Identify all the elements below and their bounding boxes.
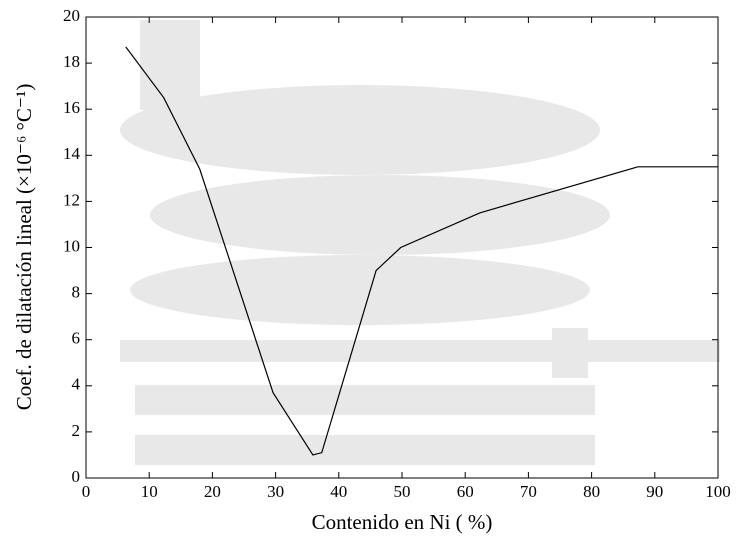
x-tick-label: 20	[204, 482, 221, 501]
x-tick-label: 40	[330, 482, 347, 501]
y-tick-label: 16	[63, 98, 80, 117]
y-tick-label: 14	[63, 144, 81, 163]
watermark-shape	[130, 255, 590, 325]
y-axis-label: Coef. de dilatación lineal (×10⁻⁶ °C⁻¹)	[12, 84, 36, 411]
x-tick-label: 10	[141, 482, 158, 501]
watermark-shape	[140, 20, 200, 110]
data-line	[125, 46, 718, 456]
y-tick-label: 10	[63, 236, 80, 255]
watermark-shape	[150, 175, 610, 255]
x-tick-label: 0	[82, 482, 91, 501]
watermark-shape	[120, 340, 720, 362]
y-tick-label: 8	[72, 283, 81, 302]
x-tick-label: 100	[705, 482, 731, 501]
watermark-shape	[135, 385, 595, 415]
x-tick-label: 60	[457, 482, 474, 501]
x-axis-label: Contenido en Ni ( %)	[312, 510, 493, 534]
watermark-shape	[135, 435, 595, 465]
x-tick-label: 70	[520, 482, 537, 501]
y-tick-label: 18	[63, 52, 80, 71]
x-tick-label: 80	[583, 482, 600, 501]
y-tick-label: 20	[63, 6, 80, 25]
y-tick-label: 4	[72, 375, 81, 394]
y-tick-label: 0	[72, 467, 81, 486]
watermark-shape	[552, 328, 588, 378]
x-tick-label: 90	[646, 482, 663, 501]
x-tick-label: 30	[267, 482, 284, 501]
x-tick-label: 50	[394, 482, 411, 501]
watermark-shape	[120, 85, 600, 175]
y-tick-label: 2	[72, 421, 81, 440]
watermark	[120, 20, 720, 465]
y-tick-label: 6	[72, 329, 81, 348]
y-tick-label: 12	[63, 190, 80, 209]
